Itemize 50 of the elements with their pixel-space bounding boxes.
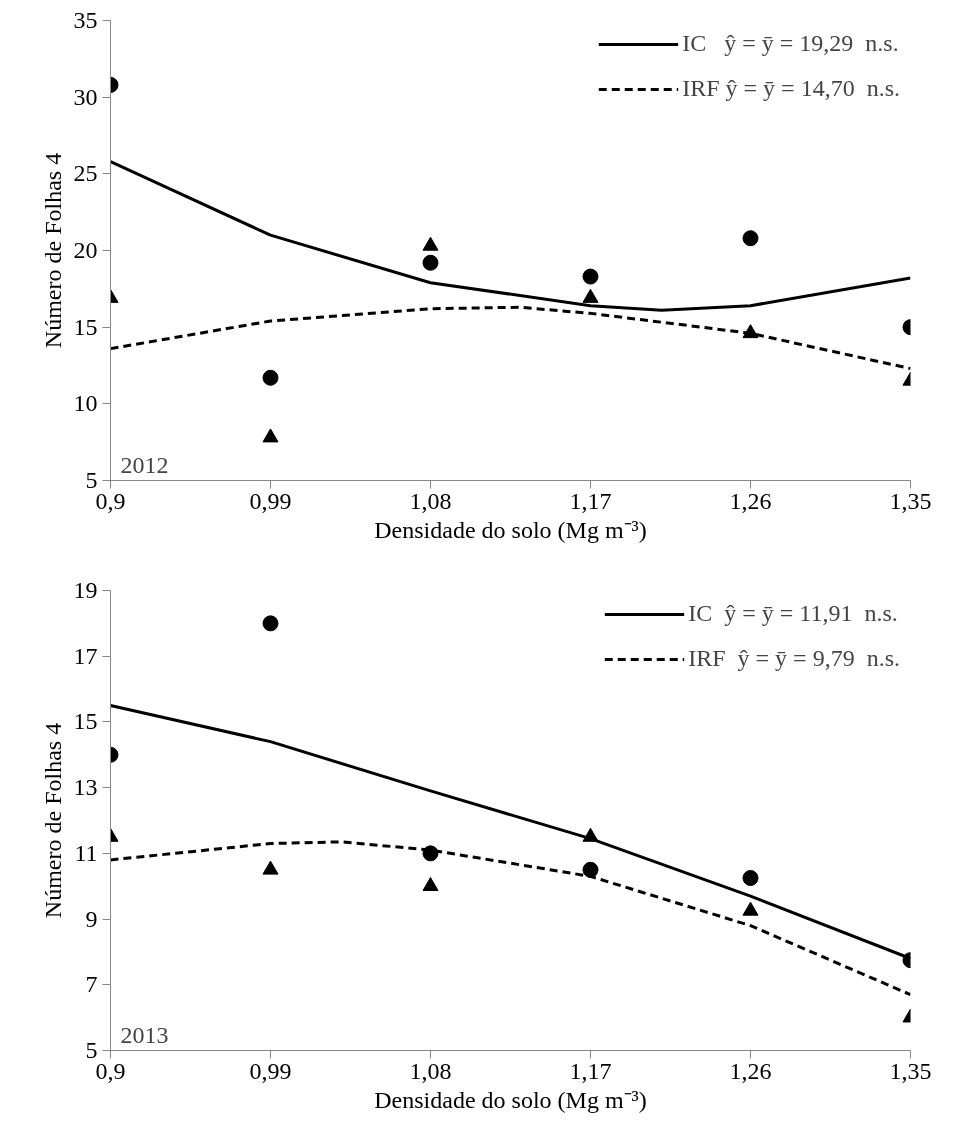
point	[582, 288, 599, 303]
x-tick-label: 1,17	[569, 1057, 612, 1084]
y-tick-label: 9	[85, 905, 98, 932]
legend-label: IC ŷ = ȳ = 11,91 n.s.	[688, 600, 898, 627]
y-tick-label: 25	[73, 160, 98, 187]
x-tick-label: 0,99	[249, 1057, 292, 1084]
y-tick-label: 17	[73, 642, 98, 669]
x-tick-label: 1,26	[729, 1057, 772, 1084]
line-series	[110, 160, 911, 312]
x-tick-label: 1,08	[409, 487, 452, 514]
y-tick-label: 30	[73, 83, 98, 110]
point	[422, 877, 439, 892]
y-tick-label: 5	[85, 1037, 98, 1063]
point	[742, 901, 759, 916]
line-series	[110, 305, 911, 371]
x-tick-label: 0,9	[95, 487, 126, 514]
y-axis-title: Número de Folhas 4	[39, 152, 66, 349]
line-series	[110, 840, 911, 997]
x-axis-title: Densidade do solo (Mg m⁻³)	[374, 516, 647, 543]
legend-label: IRF ŷ = ȳ = 9,79 n.s.	[688, 645, 900, 672]
x-tick-label: 1,26	[729, 487, 772, 514]
x-tick-label: 0,9	[95, 1057, 126, 1084]
annotation: 2012	[120, 451, 169, 478]
point	[582, 861, 599, 878]
annotation: 2013	[120, 1021, 169, 1048]
legend-label: IC ŷ = ȳ = 19,29 n.s.	[682, 30, 899, 57]
y-tick-label: 20	[73, 237, 98, 263]
y-tick-label: 7	[85, 971, 98, 998]
y-tick-label: 13	[73, 774, 98, 801]
x-tick-label: 0,99	[249, 487, 292, 514]
y-tick-label: 19	[73, 577, 98, 603]
x-tick-label: 1,08	[409, 1057, 452, 1084]
y-axis-title: Número de Folhas 4	[39, 722, 66, 919]
y-tick-label: 15	[73, 708, 98, 735]
point	[262, 615, 279, 632]
y-tick-label: 11	[74, 839, 98, 866]
y-tick-label: 10	[73, 390, 98, 417]
point	[742, 870, 759, 886]
x-tick-label: 1,35	[889, 1057, 932, 1084]
x-axis-title: Densidade do solo (Mg m⁻³)	[374, 1086, 647, 1113]
point	[422, 254, 439, 271]
y-tick-label: 5	[85, 467, 98, 493]
point	[582, 268, 599, 285]
x-tick-label: 1,17	[569, 487, 612, 514]
legend-label: IRF ŷ = ȳ = 14,70 n.s.	[682, 75, 900, 102]
y-tick-label: 35	[73, 7, 98, 33]
point	[262, 860, 279, 875]
y-tick-label: 15	[73, 313, 98, 340]
x-tick-label: 1,35	[889, 487, 932, 514]
point	[422, 236, 439, 251]
